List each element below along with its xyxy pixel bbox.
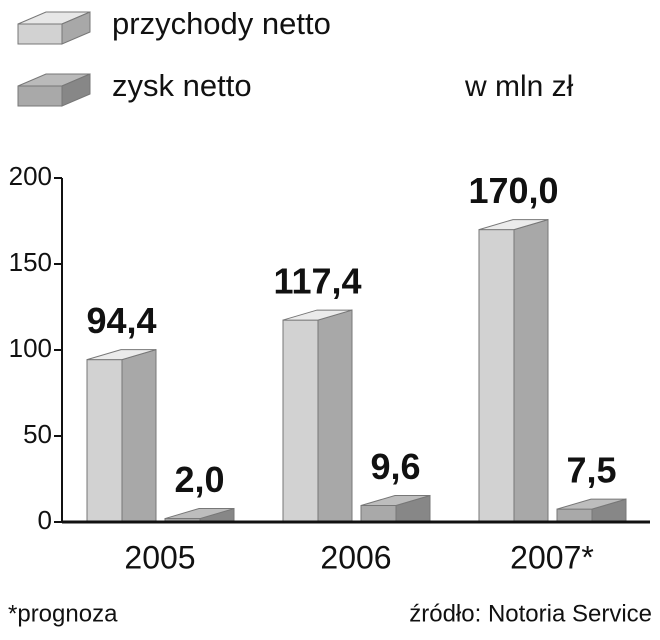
value-label: 170,0 <box>468 170 558 211</box>
x-tick-label: 2007* <box>510 539 594 575</box>
bar-top <box>360 494 431 506</box>
note: *prognoza <box>8 600 118 627</box>
legend-swatch <box>17 85 63 107</box>
bar-front <box>282 319 319 523</box>
legend-swatch <box>61 73 91 107</box>
bar-top <box>556 498 627 510</box>
y-tick-label: 100 <box>9 333 52 363</box>
bar-front <box>86 359 123 523</box>
value-label: 9,6 <box>370 446 420 487</box>
bar-top <box>478 219 549 231</box>
bar-top <box>164 508 235 520</box>
y-tick-label: 0 <box>38 505 52 535</box>
x-tick-label: 2006 <box>320 539 391 575</box>
y-tick-label: 200 <box>9 161 52 191</box>
bar-top <box>282 309 353 321</box>
value-label: 7,5 <box>566 450 616 491</box>
source: źródło: Notoria Service <box>409 600 652 627</box>
value-label: 94,4 <box>86 300 156 341</box>
legend-swatch <box>17 23 63 45</box>
bar-side <box>513 218 549 523</box>
legend-swatch <box>61 11 91 45</box>
bar-top <box>86 349 157 361</box>
value-label: 117,4 <box>273 261 361 302</box>
bar-front <box>360 504 397 523</box>
bar-side <box>121 348 157 523</box>
legend-label: zysk netto <box>112 68 252 103</box>
unit-label: w mln zł <box>464 70 574 103</box>
bar-side <box>317 309 353 523</box>
value-label: 2,0 <box>174 459 224 500</box>
legend-label: przychody netto <box>112 6 331 41</box>
bar-front <box>478 229 515 523</box>
bar-front <box>556 508 593 523</box>
y-tick-label: 50 <box>23 419 52 449</box>
x-tick-label: 2005 <box>124 539 195 575</box>
y-tick-label: 150 <box>9 247 52 277</box>
